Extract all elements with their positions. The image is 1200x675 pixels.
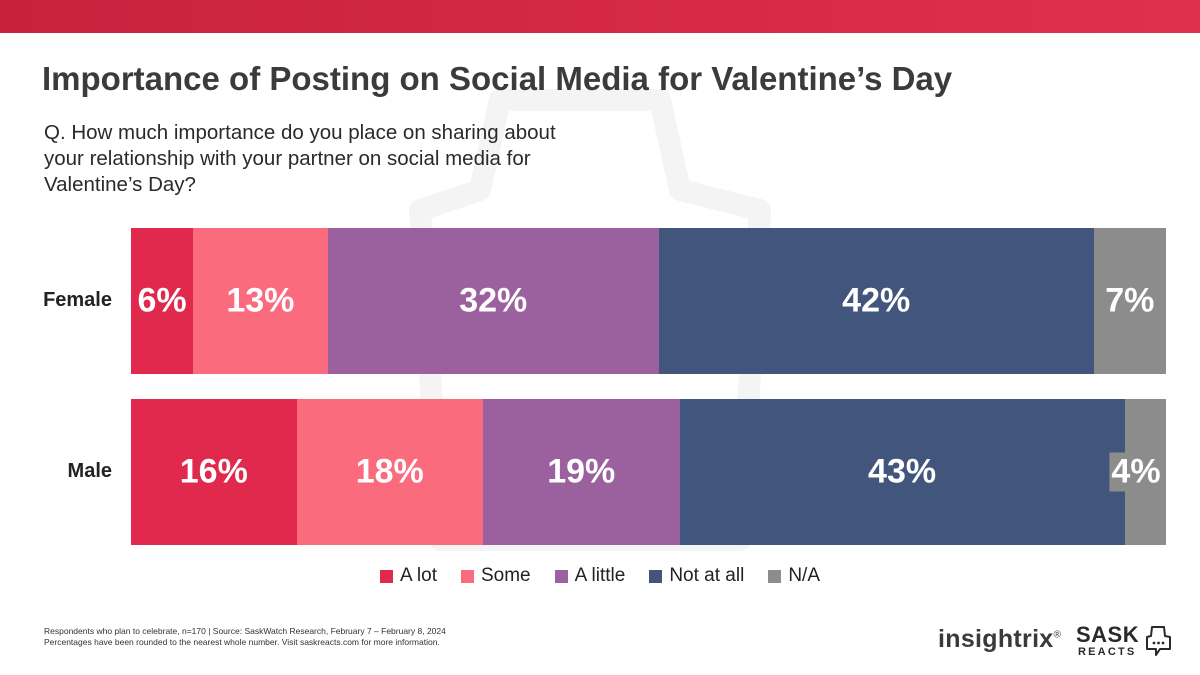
legend-swatch-not-at-all bbox=[649, 569, 663, 583]
legend-item-na: N/A bbox=[768, 565, 820, 587]
data-label-male-a-little: 19% bbox=[547, 452, 616, 491]
legend-label-not-at-all: Not at all bbox=[669, 565, 745, 586]
chart-legend: A lot Some A little Not at all N/A bbox=[0, 565, 1200, 587]
legend-item-a-little: A little bbox=[554, 565, 626, 587]
insightrix-wordmark: insightrix bbox=[938, 625, 1054, 653]
speech-bubble-icon bbox=[1146, 626, 1171, 656]
data-label-female-some: 13% bbox=[226, 281, 295, 320]
footnote-rounding: Percentages have been rounded to the nea… bbox=[44, 636, 440, 647]
data-label-female-a-little: 32% bbox=[459, 281, 528, 320]
bar-female: 6% 13% 32% 42% 7% bbox=[131, 228, 1166, 374]
data-label-male-not-at-all: 43% bbox=[868, 452, 937, 491]
sask-reacts-logo: SASK REACTS bbox=[1076, 622, 1176, 662]
legend-label-a-lot: A lot bbox=[400, 565, 437, 586]
data-label-female-a-lot: 6% bbox=[137, 281, 187, 320]
bar-segment-female-not-at-all bbox=[658, 228, 1094, 374]
bar-segment-male-some bbox=[296, 399, 483, 545]
legend-swatch-some bbox=[460, 569, 474, 583]
legend-label-some: Some bbox=[480, 565, 531, 586]
legend-label-a-little: A little bbox=[574, 565, 626, 586]
registered-mark: ® bbox=[1053, 629, 1062, 641]
bar-segment-male-not-at-all bbox=[679, 399, 1125, 545]
data-label-male-na: 4% bbox=[1109, 452, 1163, 492]
bar-segment-female-a-lot bbox=[131, 228, 194, 374]
legend-item-not-at-all: Not at all bbox=[649, 565, 744, 587]
legend-label-na: N/A bbox=[788, 565, 820, 586]
footnote-source: Respondents who plan to celebrate, n=170… bbox=[44, 626, 446, 636]
top-banner bbox=[0, 0, 1200, 33]
category-label-male: Male bbox=[67, 460, 112, 482]
data-label-male-a-lot: 16% bbox=[179, 452, 248, 491]
legend-item-a-lot: A lot bbox=[380, 565, 437, 587]
bar-male: 16% 18% 19% 43% 4% bbox=[131, 399, 1166, 545]
survey-question: Q. How much importance do you place on s… bbox=[44, 121, 556, 196]
reacts-wordmark: REACTS bbox=[1078, 646, 1137, 658]
bar-segment-male-a-little bbox=[482, 399, 680, 545]
bar-segment-female-some bbox=[193, 228, 328, 374]
data-label-female-na: 7% bbox=[1105, 281, 1155, 320]
footnote: Respondents who plan to celebrate, n=170… bbox=[44, 626, 644, 647]
page-title: Importance of Posting on Social Media fo… bbox=[42, 60, 953, 97]
legend-swatch-a-lot bbox=[380, 569, 393, 583]
sask-wordmark: SASK bbox=[1076, 622, 1140, 647]
insightrix-logo: insightrix® bbox=[938, 625, 1061, 654]
legend-swatch-na bbox=[768, 569, 782, 583]
legend-swatch-a-little bbox=[554, 569, 568, 583]
bar-segment-female-a-little bbox=[327, 228, 659, 374]
data-label-male-some: 18% bbox=[355, 452, 424, 491]
data-label-female-not-at-all: 42% bbox=[842, 281, 911, 320]
category-label-female: Female bbox=[43, 289, 112, 311]
bar-segment-male-a-lot bbox=[131, 399, 297, 545]
legend-item-some: Some bbox=[460, 565, 531, 587]
bar-segment-female-na bbox=[1093, 228, 1166, 374]
